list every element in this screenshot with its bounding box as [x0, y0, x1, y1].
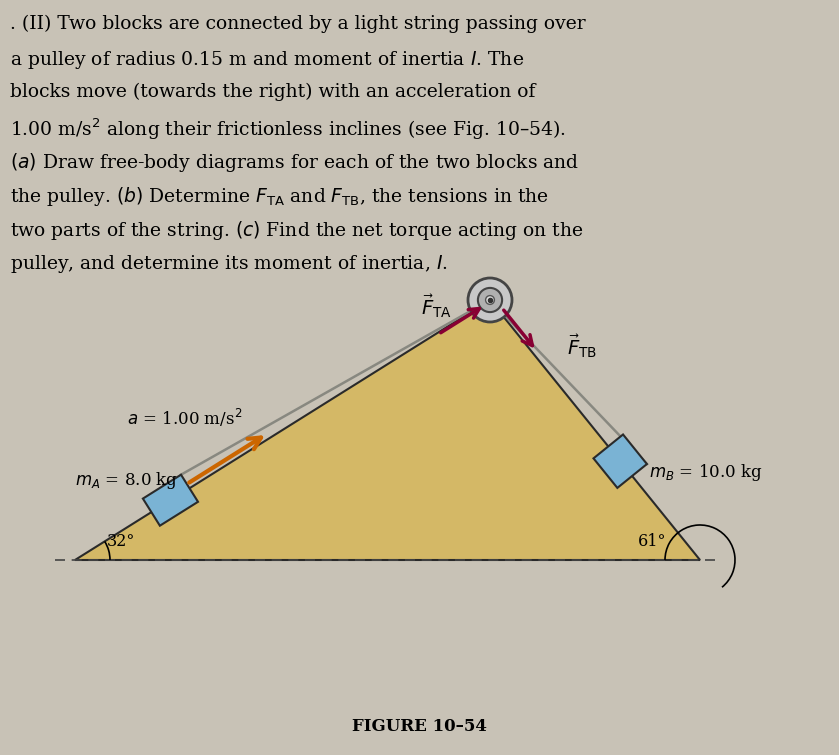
- Text: 32°: 32°: [107, 533, 135, 550]
- Text: pulley, and determine its moment of inertia, $I$.: pulley, and determine its moment of iner…: [10, 253, 448, 275]
- Text: the pulley. $(b)$ Determine $F_{\mathrm{TA}}$ and $F_{\mathrm{TB}}$, the tension: the pulley. $(b)$ Determine $F_{\mathrm{…: [10, 185, 549, 208]
- Text: $\vec{F}_{\mathrm{TB}}$: $\vec{F}_{\mathrm{TB}}$: [566, 332, 597, 359]
- Polygon shape: [593, 434, 647, 488]
- Text: $a$ = 1.00 m/s$^2$: $a$ = 1.00 m/s$^2$: [127, 407, 242, 429]
- Polygon shape: [75, 300, 700, 560]
- Text: 1.00 m/s$^2$ along their frictionless inclines (see Fig. 10–54).: 1.00 m/s$^2$ along their frictionless in…: [10, 117, 566, 143]
- Text: $\vec{F}_{\mathrm{TA}}$: $\vec{F}_{\mathrm{TA}}$: [421, 293, 452, 320]
- Text: $m_A$ = 8.0 kg: $m_A$ = 8.0 kg: [76, 470, 179, 491]
- Text: FIGURE 10–54: FIGURE 10–54: [352, 718, 487, 735]
- Circle shape: [468, 278, 512, 322]
- Text: 61°: 61°: [638, 533, 666, 550]
- Text: a pulley of radius 0.15 m and moment of inertia $I$. The: a pulley of radius 0.15 m and moment of …: [10, 49, 524, 71]
- Text: $m_B$ = 10.0 kg: $m_B$ = 10.0 kg: [649, 462, 763, 483]
- Text: $(a)$ Draw free-body diagrams for each of the two blocks and: $(a)$ Draw free-body diagrams for each o…: [10, 151, 579, 174]
- Circle shape: [486, 296, 494, 304]
- Text: two parts of the string. $(c)$ Find the net torque acting on the: two parts of the string. $(c)$ Find the …: [10, 219, 584, 242]
- Circle shape: [478, 288, 502, 312]
- Polygon shape: [143, 475, 198, 525]
- Text: blocks move (towards the right) with an acceleration of: blocks move (towards the right) with an …: [10, 83, 535, 101]
- Text: . (II) Two blocks are connected by a light string passing over: . (II) Two blocks are connected by a lig…: [10, 15, 586, 33]
